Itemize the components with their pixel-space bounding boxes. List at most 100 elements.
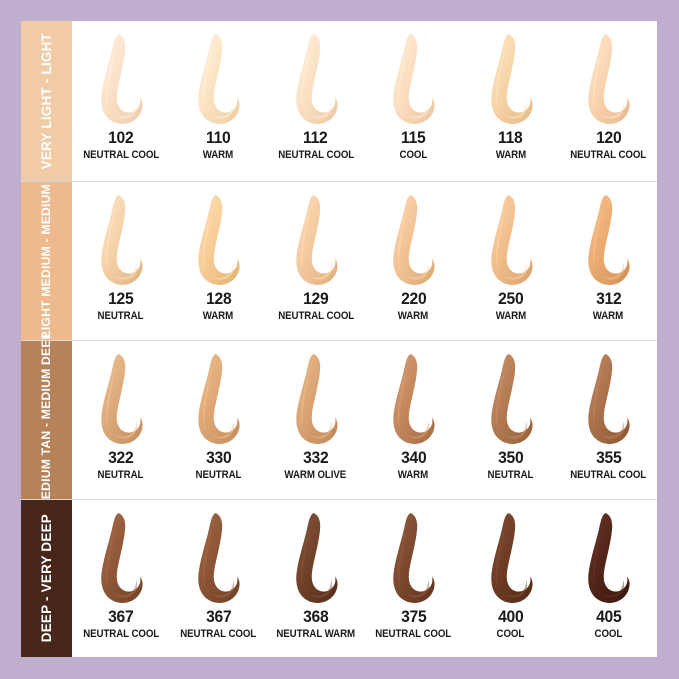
swatch-grid: 102 NEUTRAL COOL 110 WARM 112 NEUTRAL COOL 115…: [72, 21, 657, 181]
category-tab-label: VERY LIGHT - LIGHT: [38, 32, 54, 170]
shade-number: 355: [595, 448, 622, 467]
shade-number: 332: [303, 448, 329, 467]
shade-undertone: NEUTRAL COOL: [570, 469, 647, 481]
shade-swatch-cell[interactable]: 322 NEUTRAL: [72, 341, 170, 499]
shade-smear: [280, 192, 352, 292]
shade-number: 125: [108, 289, 134, 308]
shade-row: LIGHT MEDIUM - MEDIUM 125 NEUTRAL 128 WARM 12…: [21, 181, 657, 340]
shade-number: 340: [400, 448, 427, 467]
shade-swatch-cell[interactable]: 375 NEUTRAL COOL: [365, 500, 463, 657]
shade-swatch-cell[interactable]: 332 WARM OLIVE: [267, 341, 365, 499]
shade-smear: [182, 192, 254, 292]
shade-undertone: NEUTRAL WARM: [276, 628, 356, 640]
foundation-smear-icon: [588, 354, 630, 444]
shade-smear: [182, 510, 254, 610]
shade-smear: [572, 31, 644, 131]
shade-number: 112: [303, 128, 329, 147]
shade-smear: [475, 31, 547, 131]
shade-swatch-cell[interactable]: 102 NEUTRAL COOL: [72, 21, 170, 181]
shade-number: 375: [400, 607, 427, 626]
shade-smear: [182, 351, 254, 451]
shade-number: 110: [206, 128, 231, 147]
foundation-smear-icon: [198, 513, 240, 603]
shade-undertone: NEUTRAL: [195, 469, 242, 481]
foundation-smear-icon: [101, 513, 143, 603]
shade-swatch-cell[interactable]: 368 NEUTRAL WARM: [267, 500, 365, 657]
shade-swatch-cell[interactable]: 115 COOL: [365, 21, 463, 181]
foundation-smear-icon: [198, 354, 240, 444]
shade-smear: [377, 192, 449, 292]
foundation-smear-icon: [393, 513, 435, 603]
foundation-smear-icon: [491, 513, 533, 603]
shade-smear: [475, 351, 547, 451]
shade-swatch-cell[interactable]: 367 NEUTRAL COOL: [72, 500, 170, 657]
foundation-smear-icon: [296, 195, 338, 285]
swatch-grid: 125 NEUTRAL 128 WARM 129 NEUTRAL COOL 220 WARM 2…: [72, 182, 657, 340]
shade-undertone: NEUTRAL: [487, 469, 534, 481]
shade-row: VERY LIGHT - LIGHT 102 NEUTRAL COOL 110 WARM…: [21, 21, 657, 181]
shade-swatch-cell[interactable]: 120 NEUTRAL COOL: [560, 21, 658, 181]
shade-number: 367: [205, 607, 232, 626]
foundation-smear-icon: [198, 34, 240, 124]
shade-number: 368: [303, 607, 329, 626]
category-tab[interactable]: LIGHT MEDIUM - MEDIUM: [21, 182, 72, 340]
shade-undertone: COOL: [594, 628, 623, 640]
category-tab[interactable]: DEEP - VERY DEEP: [21, 500, 72, 657]
shade-swatch-cell[interactable]: 125 NEUTRAL: [72, 182, 170, 340]
shade-undertone: COOL: [399, 149, 428, 161]
foundation-smear-icon: [101, 34, 143, 124]
shade-number: 128: [205, 289, 232, 308]
shade-smear: [572, 192, 644, 292]
shade-smear: [475, 510, 547, 610]
shade-chart-panel: VERY LIGHT - LIGHT 102 NEUTRAL COOL 110 WARM…: [21, 21, 657, 657]
shade-number: 322: [108, 448, 134, 467]
shade-number: 250: [498, 289, 524, 308]
shade-undertone: WARM: [495, 310, 527, 322]
shade-swatch-cell[interactable]: 330 NEUTRAL: [170, 341, 268, 499]
category-tab[interactable]: MEDIUM TAN - MEDIUM DEEP: [21, 331, 72, 509]
shade-smear: [377, 510, 449, 610]
foundation-smear-icon: [101, 354, 143, 444]
foundation-smear-icon: [588, 34, 630, 124]
foundation-smear-icon: [198, 195, 240, 285]
shade-swatch-cell[interactable]: 405 COOL: [560, 500, 658, 657]
foundation-smear-icon: [393, 354, 435, 444]
shade-swatch-cell[interactable]: 355 NEUTRAL COOL: [560, 341, 658, 499]
shade-undertone: NEUTRAL: [97, 310, 144, 322]
shade-smear: [377, 31, 449, 131]
shade-swatch-cell[interactable]: 400 COOL: [462, 500, 560, 657]
shade-number: 115: [401, 128, 426, 147]
shade-smear: [85, 31, 157, 131]
shade-swatch-cell[interactable]: 112 NEUTRAL COOL: [267, 21, 365, 181]
category-tab[interactable]: VERY LIGHT - LIGHT: [21, 21, 72, 181]
foundation-smear-icon: [296, 34, 338, 124]
shade-smear: [280, 31, 352, 131]
shade-undertone: WARM: [203, 149, 234, 161]
shade-undertone: NEUTRAL COOL: [277, 310, 354, 322]
shade-swatch-cell[interactable]: 110 WARM: [170, 21, 268, 181]
shade-swatch-cell[interactable]: 118 WARM: [462, 21, 560, 181]
shade-number: 120: [595, 128, 622, 147]
shade-number: 312: [595, 289, 622, 308]
shade-undertone: NEUTRAL COOL: [375, 628, 452, 640]
shade-swatch-cell[interactable]: 340 WARM: [365, 341, 463, 499]
shade-swatch-cell[interactable]: 367 NEUTRAL COOL: [170, 500, 268, 657]
shade-number: 350: [498, 448, 524, 467]
shade-smear: [85, 351, 157, 451]
shade-number: 102: [108, 128, 134, 147]
shade-swatch-cell[interactable]: 129 NEUTRAL COOL: [267, 182, 365, 340]
shade-smear: [280, 351, 352, 451]
shade-swatch-cell[interactable]: 220 WARM: [365, 182, 463, 340]
foundation-smear-icon: [393, 34, 435, 124]
foundation-smear-icon: [491, 34, 533, 124]
shade-swatch-cell[interactable]: 250 WARM: [462, 182, 560, 340]
shade-number: 129: [303, 289, 329, 308]
foundation-smear-icon: [296, 513, 338, 603]
shade-number: 400: [498, 607, 524, 626]
shade-swatch-cell[interactable]: 128 WARM: [170, 182, 268, 340]
shade-swatch-cell[interactable]: 312 WARM: [560, 182, 658, 340]
shade-undertone: WARM: [495, 149, 527, 161]
swatch-grid: 322 NEUTRAL 330 NEUTRAL 332 WARM OLIVE 340 WARM…: [72, 341, 657, 499]
shade-swatch-cell[interactable]: 350 NEUTRAL: [462, 341, 560, 499]
shade-number: 118: [498, 128, 524, 147]
